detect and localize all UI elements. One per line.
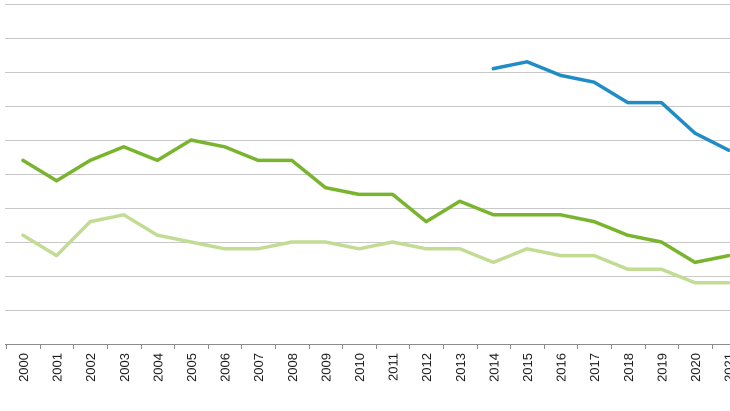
x-tick-label: 2006 (218, 353, 233, 382)
x-tick-label: 2012 (419, 353, 434, 382)
x-tick-label: 2002 (83, 353, 98, 382)
x-tick-label: 2009 (318, 353, 333, 382)
x-tick-label: 2001 (50, 353, 65, 382)
grid-layer (5, 4, 730, 311)
x-tick-label: 2004 (150, 353, 165, 382)
x-tick-label: 2008 (285, 353, 300, 382)
x-tick-label: 2018 (621, 353, 636, 382)
x-tick-label: 2014 (486, 353, 501, 382)
x-tick-label: 2017 (587, 353, 602, 382)
x-tick-label: 2005 (184, 353, 199, 382)
x-tick-label: 2003 (117, 353, 132, 382)
x-tick-label: 2016 (554, 353, 569, 382)
x-tick-label: 2013 (453, 353, 468, 382)
x-tick-label: 2021 (722, 353, 730, 382)
x-axis: 2000 2001 2002 2003 2004 2005 2006 2007 2008 2009… (5, 344, 730, 382)
series-dark-green-line (21, 138, 730, 265)
x-tick-label: 2020 (688, 353, 703, 382)
x-tick-label: 2011 (386, 353, 401, 381)
series-layer (21, 60, 730, 285)
x-tick-label: 2007 (251, 353, 266, 382)
series-blue-line (491, 60, 730, 152)
x-tick-label: 2000 (16, 353, 31, 382)
x-tick-label: 2010 (352, 353, 367, 382)
x-tick-label: 2019 (654, 353, 669, 382)
series-light-green-line (21, 213, 730, 285)
x-tick-label: 2015 (520, 353, 535, 382)
